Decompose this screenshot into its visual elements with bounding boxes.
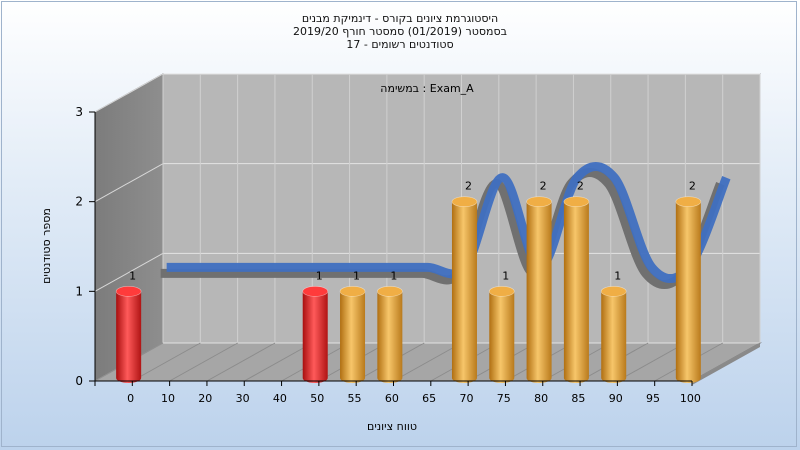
x-tick-label: 50 — [310, 392, 324, 405]
bar-body — [526, 201, 552, 383]
exam-annotation: Exam_A : במשימה — [380, 82, 474, 95]
bar-body — [116, 291, 142, 383]
y-tick-label: 2 — [75, 195, 83, 209]
plot-walls — [93, 73, 762, 385]
y-tick-label: 3 — [75, 105, 83, 119]
x-tick-label: 30 — [236, 392, 250, 405]
x-tick-label: 60 — [385, 392, 399, 405]
bar — [339, 286, 366, 383]
x-tick-label: 90 — [609, 392, 623, 405]
bar-body — [675, 201, 701, 383]
x-tick-label: 75 — [497, 392, 511, 405]
gridline-floor — [617, 342, 686, 382]
gridline-floor — [132, 342, 201, 382]
x-tick-label: 40 — [273, 392, 287, 405]
bar-top — [600, 286, 627, 297]
bar — [115, 286, 142, 383]
x-tick-label: 55 — [348, 392, 362, 405]
data-label: 1 — [390, 269, 397, 282]
gridline-floor — [393, 342, 462, 382]
bar — [563, 196, 590, 383]
data-labels: 1 1 1 1 2 1 2 2 1 2 — [129, 180, 696, 283]
bar-top — [488, 286, 515, 297]
gridline-floor — [169, 342, 238, 382]
y-tick-label: 0 — [75, 374, 83, 388]
chart-title-line-3: סטודנטים רשומים - 17 — [346, 38, 454, 51]
bar-body — [489, 291, 515, 383]
floor-edge — [692, 343, 760, 385]
bar-top — [451, 196, 478, 207]
x-tick-label: 65 — [422, 392, 436, 405]
gridline-left — [94, 73, 164, 113]
bar — [526, 196, 552, 383]
data-label: 1 — [316, 269, 323, 282]
bar-body — [302, 291, 328, 383]
x-tick-label: 70 — [459, 392, 473, 405]
x-tick-label: 95 — [646, 392, 660, 405]
x-tick-label: 80 — [534, 392, 548, 405]
bar-top — [339, 286, 366, 297]
bar-top — [675, 196, 702, 207]
data-label: 2 — [689, 180, 696, 193]
bar — [488, 286, 515, 383]
gridline-floor — [206, 342, 276, 382]
data-label: 1 — [502, 269, 509, 282]
bar — [600, 286, 627, 383]
bar-top — [302, 286, 329, 297]
data-label: 2 — [465, 180, 472, 193]
bar-body — [340, 291, 366, 383]
bar-top — [563, 196, 590, 207]
chart-title-line-2: בסמסטר (01/2019) סמסטר חורף 2019/20 — [293, 25, 507, 38]
bar-body — [563, 201, 589, 383]
data-label: 1 — [353, 269, 360, 282]
bar-top — [115, 286, 142, 297]
bar — [451, 196, 478, 383]
data-label: 2 — [577, 180, 584, 193]
gridline-left — [94, 252, 164, 292]
bar-body — [601, 291, 627, 383]
x-tick-label: 0 — [127, 392, 134, 405]
x-tick-label: 100 — [680, 392, 701, 405]
bar-body — [377, 291, 403, 383]
x-tick-label: 85 — [571, 392, 585, 405]
y-axis-title: מספר סטודנטים — [40, 208, 53, 284]
bar — [302, 286, 329, 383]
bar — [675, 196, 702, 383]
data-label: 1 — [129, 269, 136, 282]
bars — [115, 196, 702, 383]
bar-top — [377, 286, 403, 297]
x-tick-label: 10 — [161, 392, 175, 405]
bar — [377, 286, 403, 383]
bar-body — [451, 201, 477, 383]
x-tick-label: 20 — [198, 392, 212, 405]
y-tick-label: 1 — [75, 284, 83, 298]
chart-title-line-1: היסטוגרמת ציונים בקורס - דינמיקת מבנים — [301, 12, 499, 25]
x-axis-title: טווח ציונים — [367, 420, 417, 433]
data-label: 1 — [614, 269, 621, 282]
bar-top — [526, 196, 552, 207]
data-label: 2 — [540, 180, 547, 193]
gridline-floor — [244, 342, 313, 382]
gridline-floor — [691, 342, 761, 382]
gridline-left — [94, 163, 164, 203]
